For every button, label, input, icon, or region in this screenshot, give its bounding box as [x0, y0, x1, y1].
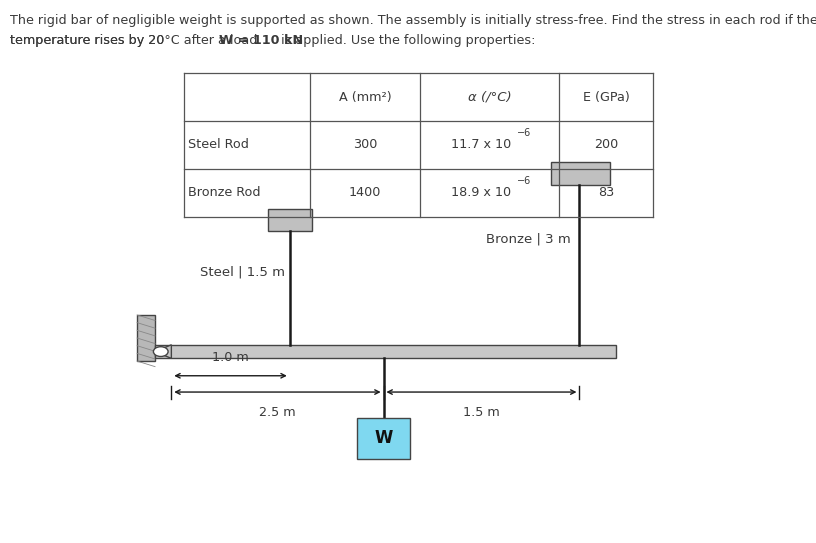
- Text: 300: 300: [353, 138, 377, 151]
- Text: −6: −6: [517, 128, 531, 138]
- Text: E (GPa): E (GPa): [583, 91, 629, 104]
- Text: Steel | 1.5 m: Steel | 1.5 m: [200, 265, 285, 278]
- Text: 2.5 m: 2.5 m: [259, 406, 295, 419]
- Bar: [268, 209, 312, 231]
- Text: temperature rises by 20: temperature rises by 20: [10, 34, 164, 47]
- Text: temperature rises by 20°C after a load: temperature rises by 20°C after a load: [10, 34, 261, 47]
- Text: is applied. Use the following properties:: is applied. Use the following properties…: [277, 34, 536, 47]
- Text: W: W: [375, 430, 392, 447]
- Text: The rigid bar of negligible weight is supported as shown. The assembly is initia: The rigid bar of negligible weight is su…: [10, 14, 816, 27]
- Text: 1.0 m: 1.0 m: [212, 351, 249, 364]
- Text: 83: 83: [598, 186, 614, 199]
- Text: A (mm²): A (mm²): [339, 91, 392, 104]
- Text: −6: −6: [517, 176, 531, 186]
- Text: 200: 200: [594, 138, 618, 151]
- Bar: [155, 345, 616, 358]
- Text: 1400: 1400: [349, 186, 381, 199]
- Bar: [357, 418, 410, 459]
- Circle shape: [153, 346, 168, 356]
- Bar: [551, 162, 610, 185]
- Text: 1.5 m: 1.5 m: [463, 406, 500, 419]
- Bar: [137, 315, 155, 361]
- Text: 18.9 x 10: 18.9 x 10: [451, 186, 512, 199]
- Text: α (/°C): α (/°C): [468, 91, 512, 104]
- Text: Bronze Rod: Bronze Rod: [188, 186, 261, 199]
- Text: W = 110 kN: W = 110 kN: [219, 34, 303, 47]
- Polygon shape: [155, 345, 171, 358]
- Text: Steel Rod: Steel Rod: [188, 138, 250, 151]
- Text: Bronze | 3 m: Bronze | 3 m: [486, 232, 570, 245]
- Text: 11.7 x 10: 11.7 x 10: [451, 138, 512, 151]
